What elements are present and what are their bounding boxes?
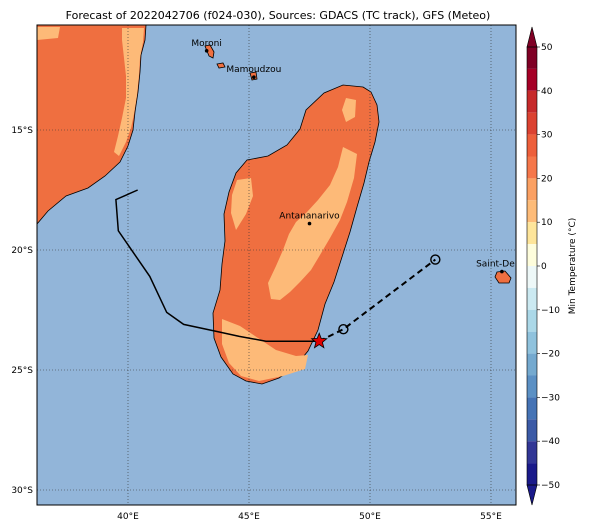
y-tick-label: 20°S [11, 246, 33, 256]
x-tick-label: 55°E [480, 512, 502, 522]
city-label: Moroni [191, 39, 222, 49]
colorbar-tick-label: 0 [541, 262, 547, 272]
city-label: Saint-Denis [476, 260, 528, 270]
colorbar-segment [527, 134, 537, 157]
colorbar-segment [527, 353, 537, 376]
map-title: Forecast of 2022042706 (f024-030), Sourc… [66, 9, 491, 22]
comoros-island [204, 44, 215, 59]
colorbar-tick-label: −40 [541, 437, 560, 447]
colorbar-label: Min Temperature (°C) [568, 218, 578, 315]
colorbar-segment [527, 419, 537, 442]
colorbar-tick-label: −30 [541, 393, 560, 403]
colorbar-segment [527, 266, 537, 288]
colorbar-segment [527, 90, 537, 113]
storm-track [115, 189, 441, 349]
colorbar-segment [527, 200, 537, 223]
colorbar: 50 40 30 20 10 0 −10 −20 −30 −40 −50 [526, 26, 560, 506]
colorbar-segment [527, 375, 537, 398]
colorbar-segment [527, 47, 537, 69]
colorbar-segment [527, 112, 537, 135]
forecast-position-marker [338, 324, 349, 335]
x-axis: 40°E 45°E 50°E 55°E [117, 512, 502, 522]
x-tick-label: 50°E [359, 512, 381, 522]
colorbar-segment [527, 156, 537, 179]
x-tick-label: 40°E [117, 512, 139, 522]
forecast-position-marker [430, 254, 441, 265]
cities-layer: Moroni Mamoudzou Antananarivo Saint-Denis [191, 39, 528, 274]
gridlines [37, 25, 516, 505]
storm-position-star-icon [310, 332, 328, 349]
reunion-island [494, 270, 512, 284]
colorbar-segment [527, 397, 537, 420]
colorbar-tick-label: −50 [541, 481, 560, 491]
map-panel[interactable]: Moroni Mamoudzou Antananarivo Saint-Denis [37, 25, 528, 505]
city-marker [307, 221, 312, 226]
colorbar-segment [527, 441, 537, 464]
city-label: Antananarivo [279, 212, 340, 222]
city-marker [500, 269, 504, 274]
madagascar-mild-zone-highlands [268, 147, 357, 300]
colorbar-segment [527, 287, 537, 310]
madagascar-mild-zone-north [342, 98, 356, 122]
colorbar-segment [527, 178, 537, 201]
y-tick-label: 30°S [11, 486, 33, 496]
colorbar-tick-label: 30 [541, 131, 553, 141]
africa-landmass [37, 25, 147, 225]
colorbar-segment [527, 244, 537, 266]
colorbar-segment [527, 309, 537, 332]
colorbar-tick-label: 20 [541, 174, 553, 184]
colorbar-segment [527, 222, 537, 245]
city-marker [204, 49, 209, 53]
africa-mild-zone-north [37, 27, 60, 40]
colorbar-tick-label: 50 [541, 43, 553, 53]
y-axis: 15°S 20°S 25°S 30°S [11, 126, 33, 496]
colorbar-tick-label: −10 [541, 306, 560, 316]
colorbar-tick-label: 10 [541, 218, 553, 228]
colorbar-min-arrow [526, 484, 538, 506]
map-frame [36, 24, 517, 506]
y-tick-label: 25°S [11, 366, 33, 376]
forecast-track-line [318, 258, 436, 343]
africa-mild-zone-east [114, 28, 144, 156]
colorbar-segment [527, 68, 537, 91]
colorbar-tick-label: 40 [541, 87, 553, 97]
colorbar-segment [527, 331, 537, 354]
madagascar-mild-zone-west [231, 178, 253, 230]
madagascar-mild-zone-south [222, 319, 308, 381]
past-track-line [115, 189, 320, 342]
colorbar-segment [527, 463, 537, 485]
comoros-island-small [216, 62, 226, 69]
y-tick-label: 15°S [11, 126, 33, 136]
x-tick-label: 45°E [238, 512, 260, 522]
city-label: Mamoudzou [226, 65, 281, 75]
colorbar-max-arrow [526, 26, 538, 48]
colorbar-tick-label: −20 [541, 350, 560, 360]
city-marker [252, 75, 256, 79]
